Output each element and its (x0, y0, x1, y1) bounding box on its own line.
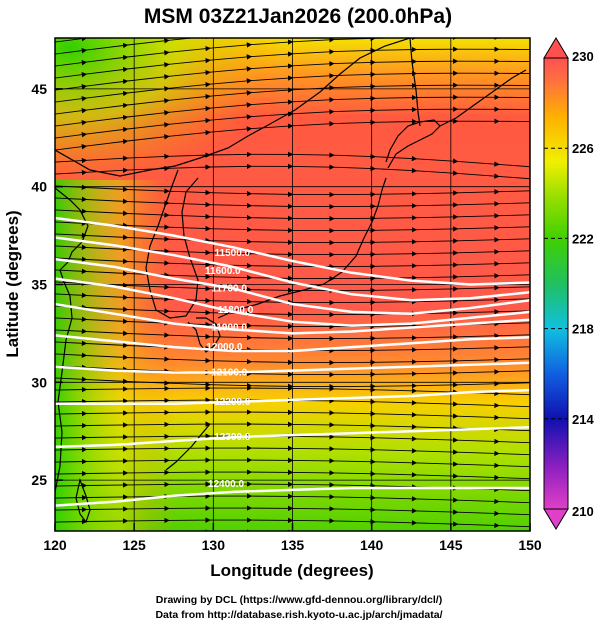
x-tick-label: 145 (439, 537, 463, 553)
contour-label: 11800.0 (218, 305, 254, 316)
coastline-kurils (439, 69, 527, 127)
coastline-sakhalin (409, 38, 421, 127)
y-tick-label: 40 (31, 179, 47, 195)
height-contour-line (55, 302, 530, 335)
contour-label: 12200.0 (214, 397, 251, 408)
colorbar-tick-label: 226 (572, 141, 594, 156)
y-axis-label: Latitude (degrees) (3, 210, 22, 357)
colorbar-top-extension (543, 37, 569, 59)
y-axis-ticks: 25 30 35 40 45 (31, 81, 63, 488)
y-tick-label: 45 (31, 81, 47, 97)
height-contour-line (55, 361, 530, 374)
height-contour-line (55, 486, 530, 507)
contour-label: 12100.0 (211, 368, 248, 379)
colorbar-tick-label: 230 (572, 49, 594, 64)
height-contour-line (55, 216, 530, 286)
y-tick-label: 35 (31, 277, 47, 293)
height-contour-line (55, 257, 530, 316)
contour-label: 12300.0 (214, 432, 251, 443)
contour-label: 12000.0 (206, 342, 243, 353)
contour-label: 11600.0 (205, 266, 241, 277)
coastline-hokkaido (385, 119, 441, 169)
coastline-manchuria (55, 38, 411, 177)
y-tick-label: 30 (31, 374, 47, 390)
coastline-korea (145, 169, 199, 319)
colorbar-tick-label: 210 (572, 504, 594, 519)
x-tick-label: 120 (43, 537, 67, 553)
height-contour-line (55, 426, 530, 449)
colorbar-ticks: 230 226 222 218 214 210 (544, 49, 594, 519)
credit-drawing: Drawing by DCL (https://www.gfd-dennou.o… (156, 594, 442, 606)
height-contour-line (55, 236, 530, 302)
y-tick-label: 25 (31, 472, 47, 488)
x-tick-label: 150 (518, 537, 542, 553)
x-axis-ticks: 120 125 130 135 140 145 150 (43, 523, 542, 553)
colorbar: 230 226 222 218 214 210 (543, 37, 594, 530)
x-tick-label: 125 (122, 537, 146, 553)
plot-area: 11500.0 11600.0 11700.0 11800.0 11900.0 12000… (55, 38, 530, 531)
contour-label: 12400.0 (208, 479, 245, 490)
height-contour-line (55, 277, 530, 327)
contour-label: 11500.0 (215, 248, 251, 259)
credit-data: Data from http://database.rish.kyoto-u.a… (155, 609, 442, 621)
chart-title: MSM 03Z21Jan2026 (200.0hPa) (144, 5, 452, 28)
contour-label: 11900.0 (211, 323, 247, 334)
colorbar-tick-label: 214 (572, 412, 594, 427)
contour-label: 11700.0 (211, 283, 247, 294)
coastline-ryukyu (165, 423, 211, 471)
x-axis-label: Longitude (degrees) (210, 561, 373, 580)
colorbar-tick-label: 218 (572, 322, 594, 337)
height-contours: 11500.0 11600.0 11700.0 11800.0 11900.0 12000… (55, 216, 530, 507)
colorbar-bottom-extension (543, 508, 569, 530)
colorbar-scale (543, 57, 569, 510)
temperature-field-northwest (55, 38, 355, 238)
x-tick-label: 130 (202, 537, 226, 553)
grid-lines (55, 38, 530, 531)
coastline-kyushu (187, 317, 221, 353)
height-contour-line (55, 388, 530, 406)
colorbar-tick-label: 222 (572, 231, 594, 246)
height-contour-line (55, 334, 530, 353)
x-tick-label: 135 (281, 537, 305, 553)
coastline-continent (55, 187, 89, 493)
x-tick-label: 140 (360, 537, 384, 553)
coastline-taiwan (75, 477, 91, 524)
